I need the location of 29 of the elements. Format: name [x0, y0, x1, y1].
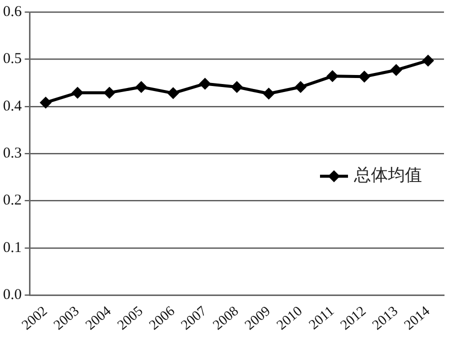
point: [103, 86, 116, 99]
x-tick-label: 2013: [370, 304, 402, 334]
x-tick-label: 2011: [306, 304, 338, 334]
point: [422, 54, 434, 67]
y-tick-label: 0.4: [3, 98, 22, 114]
x-tick-label: 2003: [51, 304, 82, 334]
x-tick-label: 2008: [210, 304, 242, 334]
x-tick-label: 2010: [274, 304, 306, 334]
point: [294, 81, 307, 94]
y-tick-label: 0.6: [3, 4, 22, 20]
point: [199, 78, 212, 90]
x-tick-label: 2012: [338, 304, 370, 334]
x-tick-label: 2002: [20, 304, 51, 334]
point: [72, 86, 84, 99]
point: [262, 88, 275, 100]
point: [390, 64, 402, 76]
point: [135, 81, 148, 94]
x-tick-label: 2009: [242, 304, 274, 334]
y-tick-label: 0.1: [3, 240, 22, 256]
point: [230, 81, 243, 94]
y-tick-label: 0.5: [3, 51, 22, 68]
y-tick-label: 0.3: [3, 146, 22, 162]
legend-label: 总体均值: [353, 166, 422, 185]
point: [326, 70, 338, 82]
y-tick-label: 0.2: [3, 192, 22, 209]
point: [167, 87, 180, 100]
y-tick-label: 0.0: [3, 287, 22, 304]
point: [40, 96, 52, 109]
point: [358, 70, 370, 83]
